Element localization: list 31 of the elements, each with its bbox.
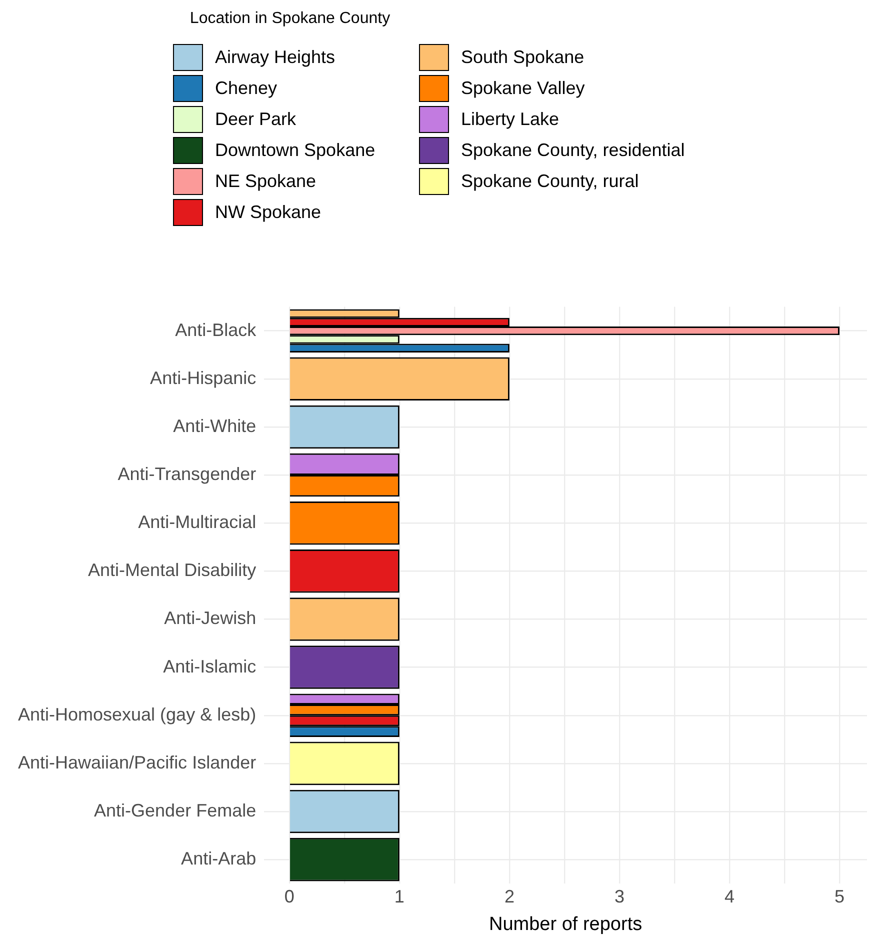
- legend-label: Deer Park: [215, 109, 296, 130]
- y-tick-label: Anti-Hispanic: [150, 368, 256, 388]
- y-tick-label: Anti-Gender Female: [94, 800, 256, 820]
- y-tick-label: Anti-Homosexual (gay & lesb): [18, 704, 256, 724]
- y-tick-label: Anti-Islamic: [163, 656, 256, 676]
- legend-label: NE Spokane: [215, 171, 316, 192]
- legend-label: Spokane County, residential: [461, 140, 685, 161]
- y-tick-label: Anti-Jewish: [164, 608, 256, 628]
- x-axis-title: Number of reports: [488, 914, 642, 935]
- x-tick-label: 3: [614, 886, 624, 906]
- x-tick-label: 4: [724, 886, 734, 906]
- legend-label: South Spokane: [461, 47, 584, 68]
- y-tick-label: Anti-Black: [175, 320, 258, 340]
- legend-label: Spokane Valley: [461, 78, 585, 99]
- y-tick-label: Anti-Multiracial: [138, 512, 256, 532]
- y-tick-label: Anti-Hawaiian/Pacific Islander: [18, 752, 256, 772]
- y-tick-label: Anti-Arab: [181, 848, 256, 869]
- legend-label: Cheney: [215, 78, 278, 99]
- legend-label: Spokane County, rural: [461, 171, 639, 192]
- legend-label: Liberty Lake: [461, 109, 560, 130]
- y-tick-label: Anti-Transgender: [118, 464, 256, 484]
- y-tick-label: Anti-White: [173, 416, 256, 436]
- legend-label: Airway Heights: [215, 47, 336, 68]
- legend-label: NW Spokane: [215, 202, 322, 223]
- x-tick-label: 2: [504, 886, 514, 906]
- legend-label: Downtown Spokane: [215, 140, 376, 161]
- x-tick-label: 5: [834, 886, 845, 906]
- x-tick-label: 0: [284, 886, 294, 906]
- x-tick-label: 1: [394, 886, 404, 906]
- y-tick-label: Anti-Mental Disability: [88, 560, 256, 580]
- legend-title: Location in Spokane County: [190, 10, 390, 27]
